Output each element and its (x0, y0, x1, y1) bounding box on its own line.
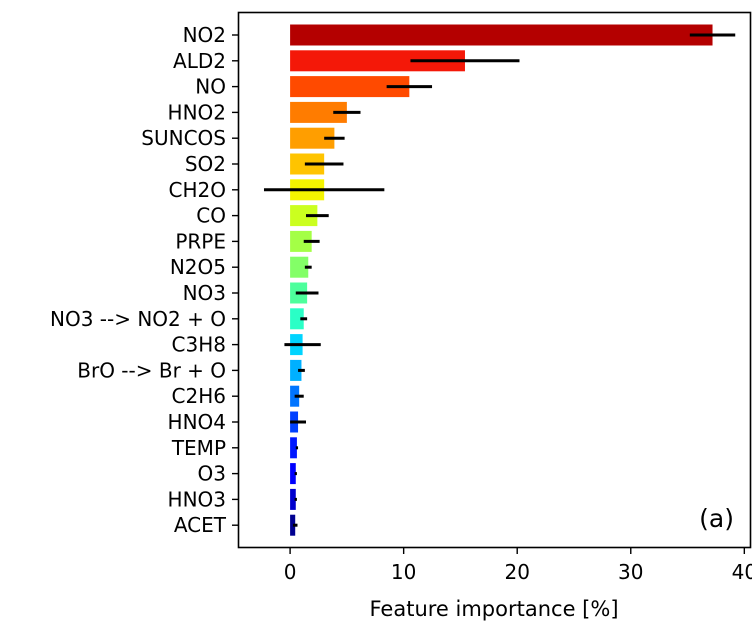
bar (290, 50, 465, 72)
y-tick-label: TEMP (171, 436, 226, 460)
x-tick-label: 10 (391, 560, 416, 584)
bar (290, 127, 335, 149)
bar (290, 101, 347, 123)
bar (290, 463, 296, 485)
plot-frame (237, 11, 752, 549)
bar (290, 256, 309, 278)
y-tick-label: ACET (174, 513, 227, 537)
x-tick-label: 20 (504, 560, 529, 584)
bar (290, 76, 410, 98)
y-tick-label: HNO2 (168, 100, 226, 124)
y-tick-label: N2O5 (170, 255, 226, 279)
y-tick-label: SO2 (185, 152, 226, 176)
y-tick-label: NO3 (183, 281, 226, 305)
y-axis: NO2ALD2NOHNO2SUNCOSSO2CH2OCOPRPEN2O5NO3N… (50, 23, 239, 537)
bar (290, 488, 296, 510)
y-tick-label: ALD2 (173, 49, 226, 73)
bar (290, 359, 302, 381)
x-tick-label: 30 (618, 560, 643, 584)
x-axis: 0 10 20 30 40 (284, 547, 752, 584)
y-tick-label: CO (196, 204, 226, 228)
y-tick-label: C2H6 (172, 384, 226, 408)
y-tick-label: PRPE (175, 229, 226, 253)
y-tick-label: SUNCOS (141, 126, 226, 150)
y-tick-label: NO (195, 75, 226, 99)
bar (290, 24, 713, 46)
bar (290, 514, 296, 536)
y-tick-label: BrO --> Br + O (77, 358, 226, 382)
y-tick-label: CH2O (169, 178, 226, 202)
y-tick-label: NO3 --> NO2 + O (50, 307, 226, 331)
y-tick-label: NO2 (183, 23, 226, 47)
x-tick-label: 40 (732, 560, 752, 584)
bar (290, 230, 312, 252)
panel-annotation: (a) (699, 504, 734, 533)
error-bars-layer (263, 33, 736, 527)
y-tick-label: O3 (198, 462, 226, 486)
x-tick-label: 0 (284, 560, 297, 584)
bar (290, 205, 318, 227)
bar (290, 437, 297, 459)
x-axis-label: Feature importance [%] (369, 597, 618, 621)
y-tick-label: HNO4 (168, 410, 226, 434)
y-tick-label: C3H8 (172, 333, 226, 357)
bars-layer (290, 24, 713, 536)
bar (290, 308, 304, 330)
y-tick-label: HNO3 (168, 487, 226, 511)
